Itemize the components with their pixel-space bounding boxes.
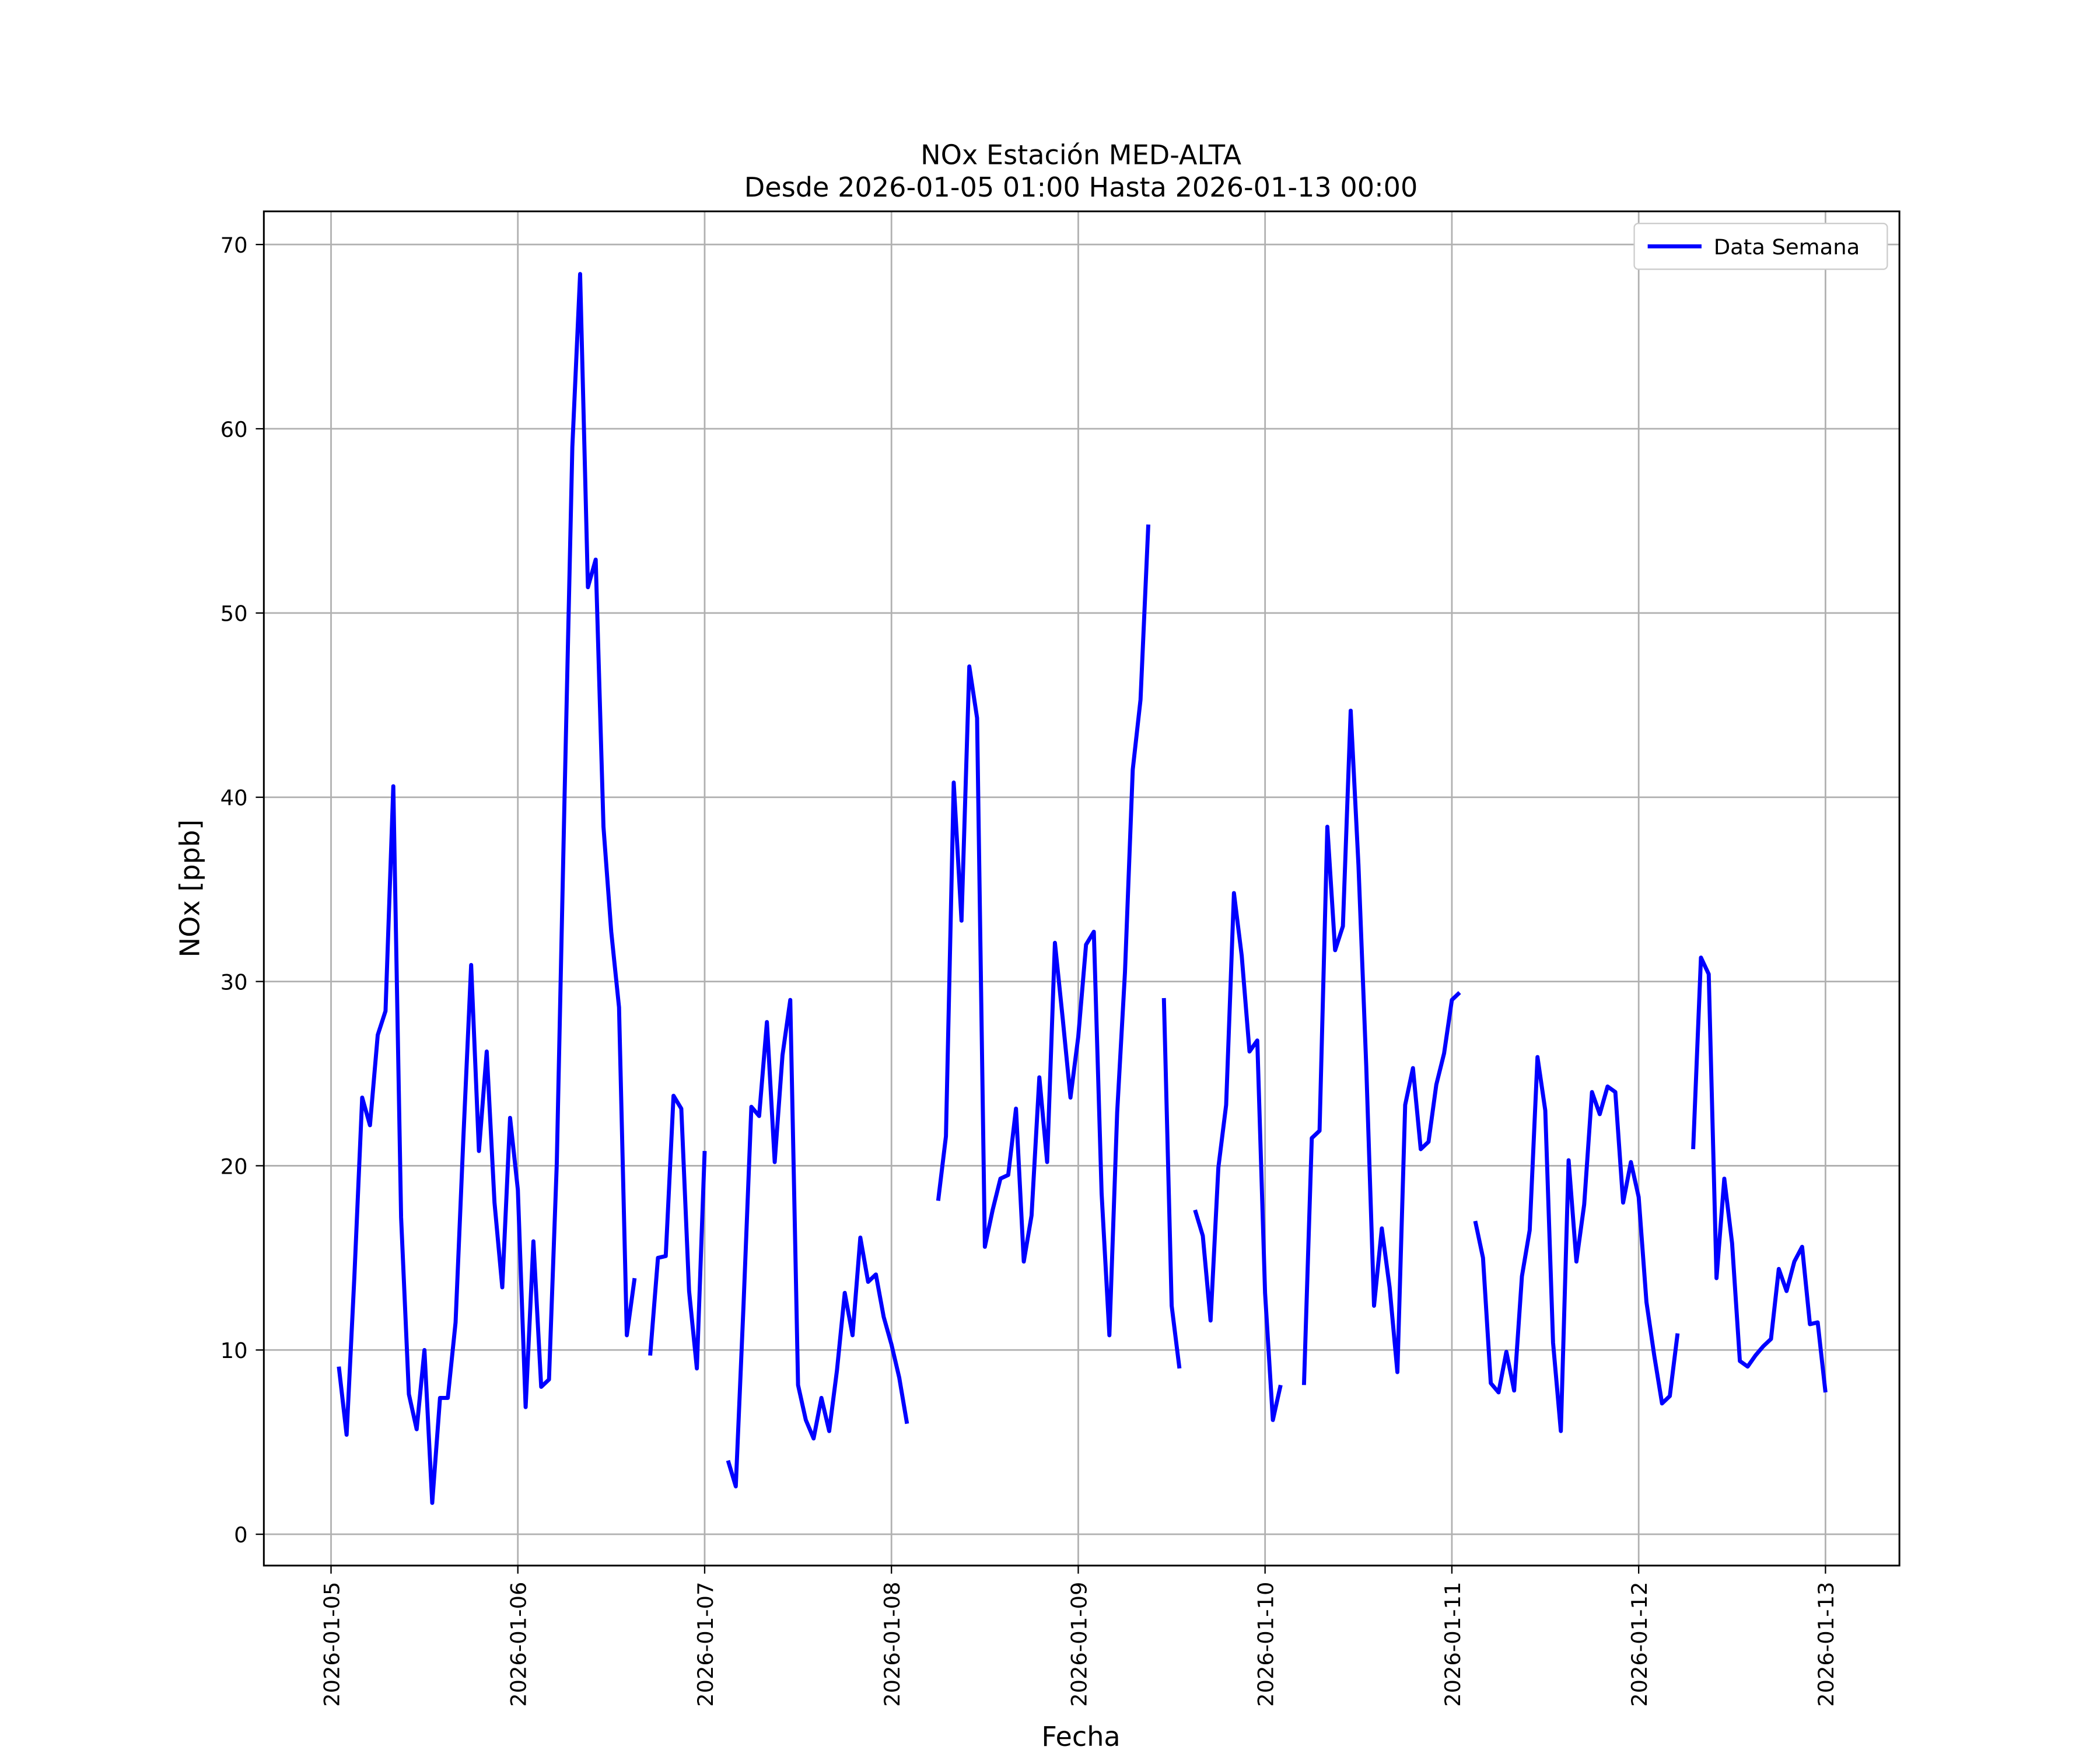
y-tick-label: 30 [220, 970, 248, 995]
x-tick-label: 2026-01-10 [1254, 1582, 1279, 1707]
data-line [337, 272, 1828, 1505]
x-tick-label: 2026-01-07 [693, 1582, 718, 1707]
x-tick-label: 2026-01-05 [319, 1582, 344, 1707]
plot-frame [262, 210, 1901, 1567]
y-tick-label: 50 [220, 601, 248, 626]
chart-title: NOx Estación MED-ALTA [921, 139, 1241, 171]
y-tick-label: 10 [220, 1338, 248, 1363]
x-tick-label: 2026-01-12 [1627, 1582, 1652, 1707]
x-tick-label: 2026-01-11 [1440, 1582, 1465, 1707]
y-axis-label: NOx [ppb] [174, 820, 206, 958]
legend-box [1633, 222, 1888, 270]
x-axis-label: Fecha [1041, 1721, 1120, 1750]
y-tick-label: 60 [220, 417, 248, 442]
x-tick-label: 2026-01-13 [1814, 1582, 1839, 1707]
y-tick-label: 0 [234, 1522, 247, 1548]
x-tick-label: 2026-01-08 [880, 1582, 905, 1707]
x-tick-label: 2026-01-09 [1066, 1582, 1091, 1707]
y-tick-label: 20 [220, 1154, 248, 1179]
y-tick-label: 40 [220, 786, 248, 811]
legend-label: Data Semana [1714, 235, 1860, 260]
chart-subtitle: Desde 2026-01-05 01:00 Hasta 2026-01-13 … [744, 172, 1418, 203]
y-tick-label: 70 [220, 233, 248, 258]
x-tick-label: 2026-01-06 [506, 1582, 531, 1707]
